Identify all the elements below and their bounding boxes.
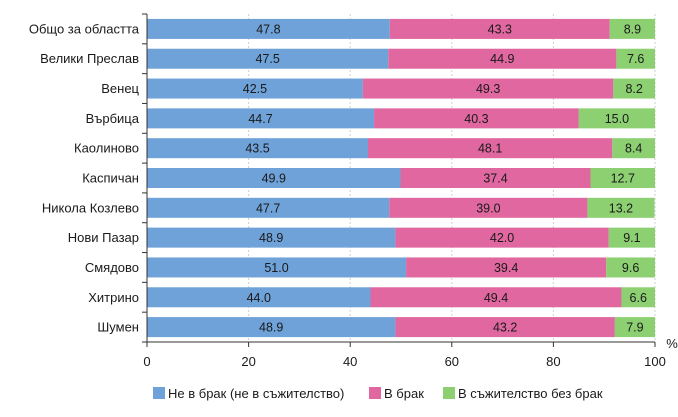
category-label: Нови Пазар bbox=[68, 230, 139, 245]
legend-swatch bbox=[153, 387, 165, 399]
x-tick-label: 100 bbox=[644, 354, 666, 369]
bar-segment bbox=[400, 168, 591, 188]
data-label: 13.2 bbox=[609, 201, 633, 215]
bar-segment bbox=[147, 287, 371, 308]
bar-segment bbox=[613, 78, 655, 99]
data-label: 39.0 bbox=[476, 201, 500, 215]
category-label: Хитрино bbox=[88, 290, 139, 305]
data-label: 15.0 bbox=[605, 112, 629, 126]
bar-segment bbox=[147, 48, 389, 69]
bar-segment bbox=[395, 227, 609, 248]
data-label: 48.9 bbox=[259, 321, 283, 335]
x-tick-label: 60 bbox=[445, 354, 459, 369]
data-label: 8.9 bbox=[624, 22, 641, 36]
category-label: Шумен bbox=[97, 320, 139, 335]
category-label: Никола Козлево bbox=[42, 200, 139, 215]
bar-segment bbox=[590, 168, 655, 188]
bar-segment bbox=[367, 138, 613, 159]
data-label: 8.2 bbox=[625, 82, 642, 96]
data-label: 8.4 bbox=[625, 142, 642, 156]
category-label: Върбица bbox=[86, 111, 140, 126]
bar-segment bbox=[147, 317, 396, 338]
legend: Не в брак (не в съжителство) В брак В съжи… bbox=[153, 386, 603, 401]
data-label: 12.7 bbox=[611, 172, 635, 186]
legend-swatch bbox=[443, 387, 455, 399]
bar-segment bbox=[147, 257, 407, 278]
data-label: 40.3 bbox=[464, 112, 488, 126]
category-label: Велики Преслав bbox=[40, 51, 139, 66]
x-unit-label: % bbox=[666, 336, 678, 351]
data-label: 43.3 bbox=[488, 22, 512, 36]
bar-segment bbox=[147, 78, 363, 99]
data-label: 44.7 bbox=[248, 112, 272, 126]
data-label: 9.6 bbox=[622, 261, 639, 275]
data-label: 42.5 bbox=[243, 82, 267, 96]
data-labels: 47.8 43.3 8.9 47.5 44.9 7.6 42.5 49.3 8.2 44.7 40.… bbox=[243, 22, 647, 334]
bar-segment bbox=[606, 257, 655, 278]
data-label: 37.4 bbox=[483, 172, 507, 186]
data-label: 44.0 bbox=[247, 291, 271, 305]
data-label: 49.9 bbox=[262, 172, 286, 186]
bar-segment bbox=[374, 108, 579, 129]
data-label: 39.4 bbox=[494, 261, 518, 275]
bar-segment bbox=[147, 227, 396, 248]
data-label: 44.9 bbox=[490, 52, 514, 66]
data-label: 51.0 bbox=[264, 261, 288, 275]
data-label: 47.5 bbox=[255, 52, 279, 66]
bar-segment bbox=[370, 287, 622, 308]
bar-segment bbox=[147, 197, 390, 218]
bar-segment bbox=[609, 18, 655, 39]
data-label: 42.0 bbox=[490, 231, 514, 245]
bar-segment bbox=[608, 227, 655, 248]
data-label: 49.4 bbox=[484, 291, 508, 305]
bar-segment bbox=[612, 138, 655, 159]
bar-segment bbox=[147, 138, 368, 159]
bar-segment bbox=[395, 317, 615, 338]
bar-segment bbox=[362, 78, 614, 99]
data-label: 43.2 bbox=[493, 321, 517, 335]
bar-segment bbox=[147, 108, 375, 129]
bars bbox=[147, 18, 655, 338]
bar-segment bbox=[616, 48, 655, 69]
data-label: 9.1 bbox=[623, 231, 640, 245]
bar-segment bbox=[388, 48, 617, 69]
data-label: 7.6 bbox=[627, 52, 644, 66]
legend-label: Не в брак (не в съжителство) bbox=[168, 386, 344, 401]
x-tick-label: 20 bbox=[241, 354, 255, 369]
x-tick-label: 80 bbox=[546, 354, 560, 369]
x-tick-label: 40 bbox=[343, 354, 357, 369]
x-tick-label: 0 bbox=[143, 354, 150, 369]
legend-swatch bbox=[369, 387, 381, 399]
bar-segment bbox=[389, 18, 610, 39]
category-label: Каолиново bbox=[74, 141, 139, 156]
bar-segment bbox=[587, 197, 655, 218]
data-label: 47.7 bbox=[256, 201, 280, 215]
axes: 0 20 40 60 80 100% Общо за областта Велики Прес… bbox=[29, 13, 678, 369]
category-label: Каспичан bbox=[82, 171, 139, 186]
bar-segment bbox=[147, 18, 390, 39]
data-label: 49.3 bbox=[476, 82, 500, 96]
data-label: 43.5 bbox=[245, 142, 269, 156]
category-label: Общо за областта bbox=[29, 21, 140, 36]
legend-label: В брак bbox=[384, 386, 424, 401]
bar-segment bbox=[147, 168, 401, 188]
bar-segment bbox=[406, 257, 607, 278]
data-label: 6.6 bbox=[630, 291, 647, 305]
legend-label: В съжителство без брак bbox=[458, 386, 603, 401]
bar-segment bbox=[578, 108, 655, 129]
data-label: 47.8 bbox=[256, 22, 280, 36]
bar-segment bbox=[389, 197, 588, 218]
data-label: 48.9 bbox=[259, 231, 283, 245]
data-label: 7.9 bbox=[626, 321, 643, 335]
data-label: 48.1 bbox=[478, 142, 502, 156]
bar-segment bbox=[614, 317, 655, 338]
bar-segment bbox=[621, 287, 655, 308]
category-label: Венец bbox=[101, 81, 139, 96]
category-label: Смядово bbox=[85, 260, 139, 275]
